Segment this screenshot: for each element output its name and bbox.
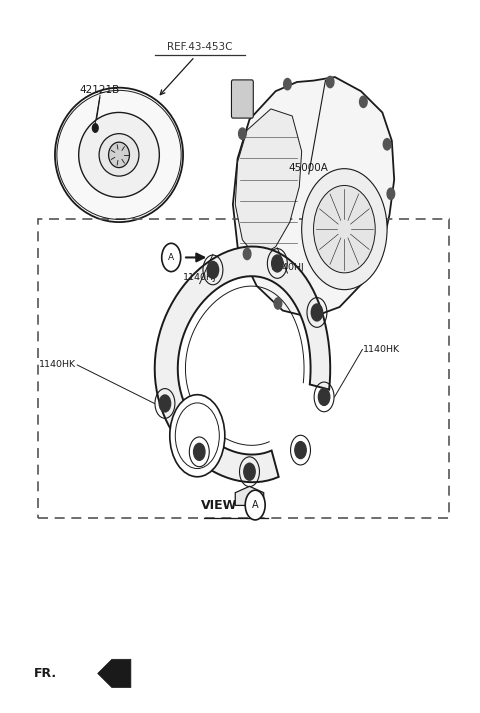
Text: 1140HJ: 1140HJ [271,262,304,272]
Text: A: A [252,500,259,510]
Circle shape [295,441,306,458]
Polygon shape [155,247,330,482]
Text: 45000A: 45000A [289,163,329,173]
Text: 1140HK: 1140HK [363,345,400,354]
Circle shape [243,248,251,260]
Ellipse shape [99,133,139,176]
Text: 42121B: 42121B [80,85,120,95]
Circle shape [244,463,255,480]
Polygon shape [97,660,131,687]
Circle shape [387,188,395,200]
Ellipse shape [55,88,183,222]
Circle shape [274,298,282,309]
Text: REF.43-453C: REF.43-453C [167,42,232,52]
Ellipse shape [301,169,387,289]
Text: A: A [168,253,174,262]
Circle shape [193,443,205,461]
Ellipse shape [79,113,159,198]
Bar [38,219,449,518]
Circle shape [170,395,225,477]
Circle shape [207,262,218,278]
Circle shape [159,395,170,412]
Ellipse shape [108,142,130,168]
Text: 1140HJ: 1140HJ [183,273,216,282]
FancyBboxPatch shape [231,80,253,118]
Circle shape [360,96,367,108]
Ellipse shape [313,185,375,273]
Circle shape [318,389,330,406]
Polygon shape [233,77,394,317]
Circle shape [311,304,323,321]
Circle shape [326,76,334,88]
Circle shape [272,255,283,272]
Polygon shape [235,486,264,506]
Circle shape [239,128,246,139]
Circle shape [284,78,291,90]
Circle shape [162,243,180,272]
Text: VIEW: VIEW [201,498,238,511]
Circle shape [384,138,391,150]
Circle shape [93,124,98,132]
Text: FR.: FR. [34,667,57,680]
Polygon shape [235,109,301,257]
Circle shape [245,491,265,520]
Text: 1140HK: 1140HK [39,361,76,369]
